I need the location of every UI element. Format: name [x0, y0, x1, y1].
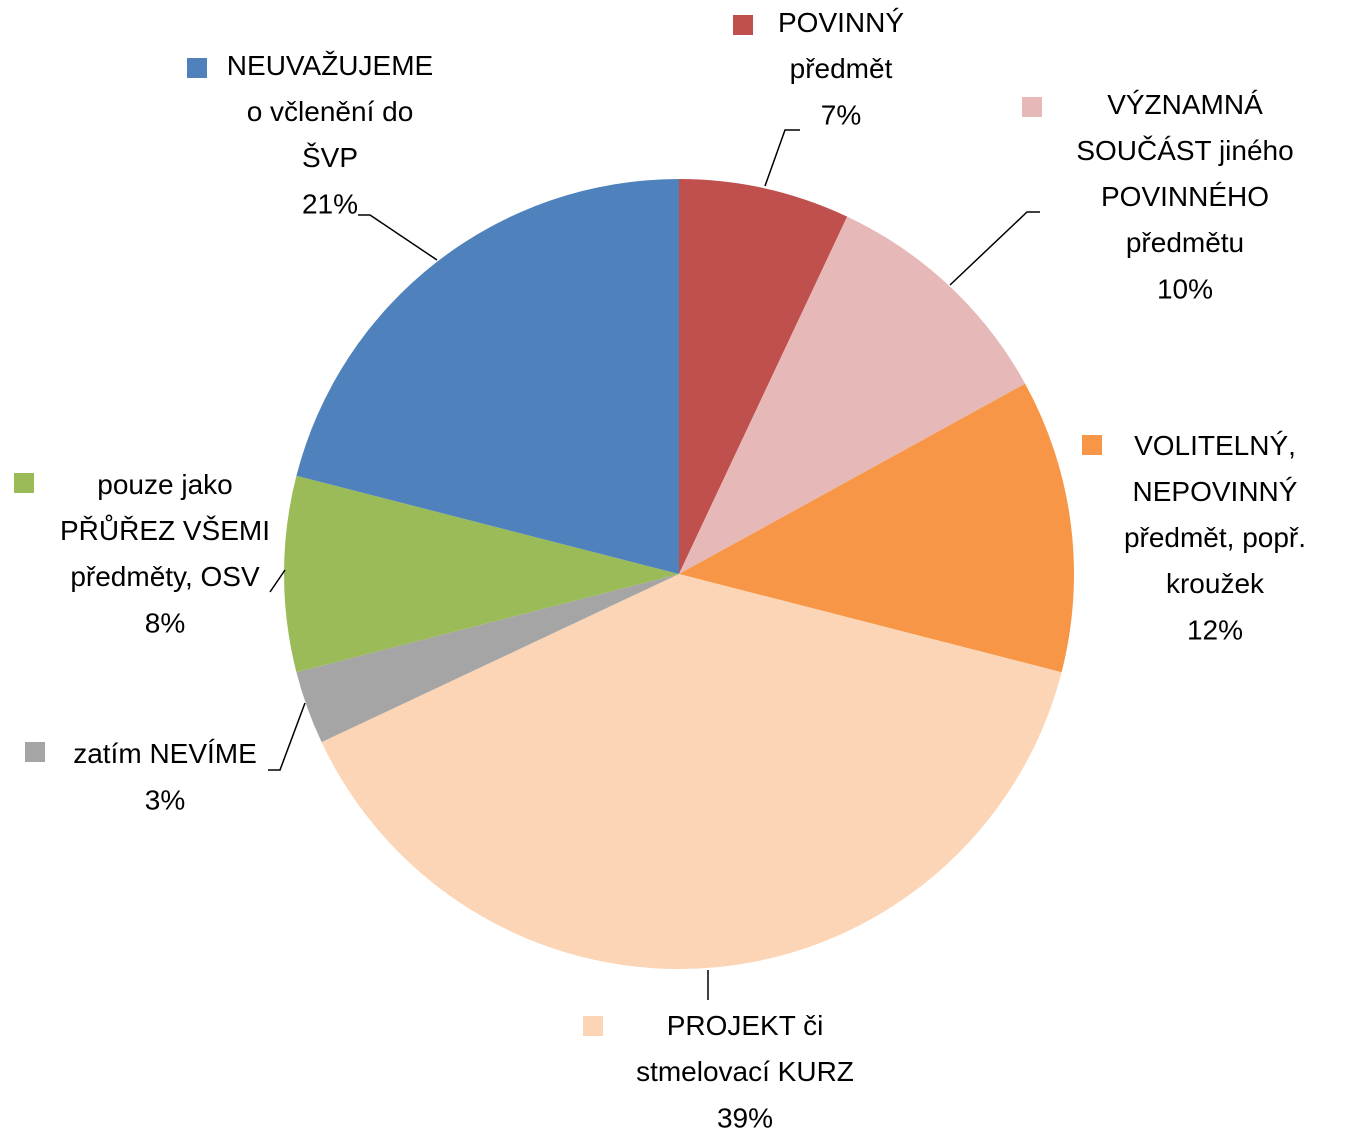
- slice-label: pouze jako PŘŮŘEZ VŠEMI předměty, OSV: [60, 469, 270, 592]
- value-label: 39%: [717, 1102, 773, 1132]
- value-label: 10%: [1157, 273, 1213, 304]
- value-label: 3%: [145, 784, 185, 815]
- leader-line: [268, 702, 306, 771]
- legend-swatch: [14, 473, 34, 493]
- slice-label: PROJEKT či stmelovací KURZ: [636, 1010, 854, 1087]
- slice-label: VÝZNAMNÁ SOUČÁST jiného POVINNÉHO předmětu: [1076, 89, 1293, 258]
- leader-line: [949, 211, 1040, 286]
- value-label: 21%: [302, 188, 358, 219]
- legend-swatch: [187, 58, 207, 78]
- value-label: 12%: [1187, 614, 1243, 645]
- leader-line: [269, 569, 286, 593]
- pie-slice: [284, 475, 679, 673]
- slice-label: VOLITELNÝ, NEPOVINNÝ předmět, popř. kroužek: [1124, 430, 1306, 599]
- value-label: 8%: [145, 607, 185, 638]
- slice-label: POVINNÝ předmět: [778, 7, 904, 84]
- legend-swatch: [1082, 435, 1102, 455]
- legend-swatch: [583, 1016, 603, 1036]
- pie-slice: [679, 216, 1026, 574]
- pie-slice: [679, 383, 1074, 673]
- leader-line: [764, 129, 800, 187]
- pie-slice: [321, 574, 1062, 969]
- pie-slice: [296, 574, 679, 743]
- slice-label: NEUVAŽUJEME o včlenění do ŠVP: [227, 50, 433, 173]
- slices: [284, 179, 1074, 969]
- pie-slice: [296, 179, 679, 574]
- legend-swatch: [733, 15, 753, 35]
- legend-swatch: [1022, 97, 1042, 117]
- pie-slice: [679, 179, 848, 574]
- value-label: 7%: [821, 99, 861, 130]
- leader-line: [358, 214, 438, 261]
- legend-swatch: [25, 742, 45, 762]
- slice-label: zatím NEVÍME: [73, 738, 257, 769]
